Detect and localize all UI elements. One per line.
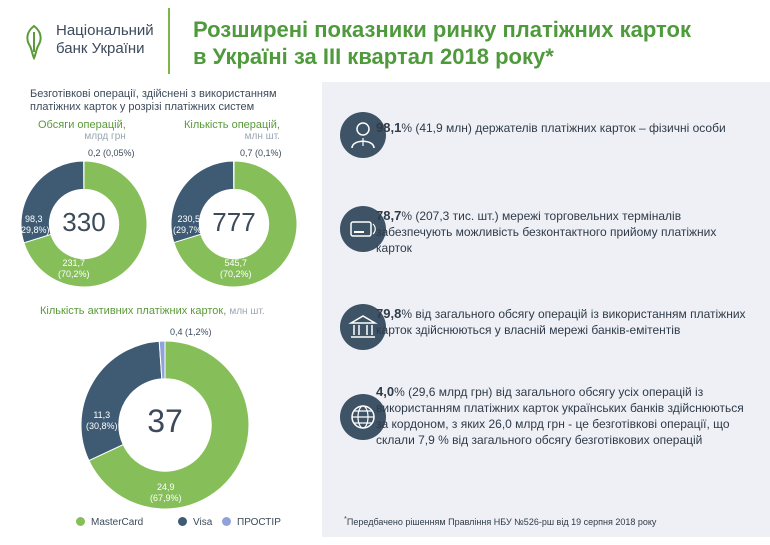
chart3-label-prostir: 0,4 (1,2%) [170,327,212,337]
subtitle-line1: Безготівкові операції, здійснені з викор… [30,88,277,100]
fact-1: 98,1% (41,9 млн) держателів платіжних ка… [376,120,746,136]
logo-line2: банк України [56,40,145,57]
chart2-mc-value: 545,7 [224,258,248,268]
chart2-visa-pct: (29,7%) [173,225,205,235]
chart3-slice-prostir [158,340,166,380]
card-terminal-icon [340,206,386,252]
chart3-visa-pct: (30,8%) [86,421,118,431]
chart1-mc-value: 231,7 [62,258,86,268]
mastercard-dot-icon [76,517,85,526]
chart3-mc-pct: (67,9%) [150,493,182,503]
chart1-total: 330 [62,207,106,237]
fact-2-value: 78,7 [376,208,402,223]
chart3-unit: млн шт. [229,306,265,317]
chart3-visa-value: 11,3 [93,410,111,420]
chart1-unit: млрд грн [84,131,126,142]
charts-subtitle: Безготівкові операції, здійснені з викор… [30,88,310,114]
volume-donut-chart [20,160,148,288]
legend-visa: Visa [178,517,212,528]
chart1-label-visa: 98,3 (29,8%) [18,214,50,236]
chart1-donut-hole [50,190,118,258]
fact-3: 79,8% від загального обсягу операцій із … [376,306,746,338]
header-divider [168,8,170,74]
chart2-caption: Кількість операцій, млн шт. [184,119,280,142]
chart3-label-visa: 11,3 (30,8%) [86,410,118,432]
chart1-slice-mastercard [23,160,148,288]
active-cards-donut-chart [80,340,250,510]
fact-1-value: 98,1 [376,120,402,135]
footnote-mark: * [344,514,347,523]
chart1-title: Обсяги операцій, [38,119,126,131]
chart1-mc-pct: (70,2%) [58,269,90,279]
footnote: *Передбачено рішенням Правління НБУ №526… [344,514,656,527]
fact-3-value: 79,8 [376,306,402,321]
chart2-title: Кількість операцій, [184,119,280,131]
facts-panel: 98,1% (41,9 млн) держателів платіжних ка… [322,82,770,537]
title-line2: в Україні за ІІІ квартал 2018 року* [193,44,554,69]
chart1-label-prostir: 0,2 (0,05%) [88,148,135,158]
chart1-visa-pct: (29,8%) [18,225,50,235]
legend-mastercard-label: MasterCard [91,517,144,528]
chart2-mc-pct: (70,2%) [220,269,252,279]
chart3-caption: Кількість активних платіжних карток, млн… [40,305,265,317]
fact-4: 4,0% (29,6 млрд грн) від загального обся… [376,384,746,448]
chart3-slice-visa [80,340,163,462]
logo-text: Національний банк України [56,22,154,58]
chart2-unit: млн шт. [244,131,280,142]
legend-visa-label: Visa [193,517,213,528]
person-icon [340,112,386,158]
footnote-text: Передбачено рішенням Правління НБУ №526-… [346,517,657,527]
visa-dot-icon [178,517,187,526]
chart3-slice-mastercard [88,340,250,510]
globe-icon [340,394,386,440]
chart1-visa-value: 98,3 [24,214,43,224]
page-title: Розширені показники ринку платіжних карт… [193,16,753,70]
chart1-caption: Обсяги операцій, млрд грн [38,119,126,142]
chart2-slice-mastercard [173,160,298,288]
fact-1-text: % (41,9 млн) держателів платіжних карток… [401,121,726,135]
chart3-mc-value: 24,9 [156,482,175,492]
count-donut-chart [170,160,298,288]
legend-prostir-label: ПРОСТІР [237,517,281,528]
bank-icon [340,304,386,350]
fact-2: 78,7% (207,3 тис. шт.) мережі торговельн… [376,208,746,256]
fact-2-text: % (207,3 тис. шт.) мережі торговельних т… [376,209,717,255]
chart2-label-mastercard: 545,7 (70,2%) [220,258,252,280]
header: Національний банк України Розширені пока… [0,0,770,82]
fact-3-text: % від загального обсягу операцій із вико… [376,307,746,337]
chart3-donut-hole [119,379,211,471]
chart3-total: 37 [147,403,183,439]
chart3-title: Кількість активних платіжних карток, [40,305,227,317]
chart2-total: 777 [212,207,256,237]
legend-mastercard: MasterCard [76,517,143,528]
chart3-label-mastercard: 24,9 (67,9%) [150,482,182,504]
chart2-visa-value: 230,5 [177,214,201,224]
fact-4-value: 4,0 [376,384,395,399]
chart2-label-prostir: 0,7 (0,1%) [240,148,282,158]
logo-line1: Національний [56,22,154,39]
chart2-label-visa: 230,5 (29,7%) [173,214,205,236]
title-line1: Розширені показники ринку платіжних карт… [193,17,691,42]
legend-prostir: ПРОСТІР [222,517,281,528]
subtitle-line2: платіжних карток у розрізі платіжних сис… [30,101,255,113]
chart1-label-mastercard: 231,7 (70,2%) [58,258,90,280]
nbu-logo-icon [26,24,42,61]
chart2-donut-hole [200,190,268,258]
fact-4-text: % (29,6 млрд грн) від загального обсягу … [376,385,744,447]
prostir-dot-icon [222,517,231,526]
